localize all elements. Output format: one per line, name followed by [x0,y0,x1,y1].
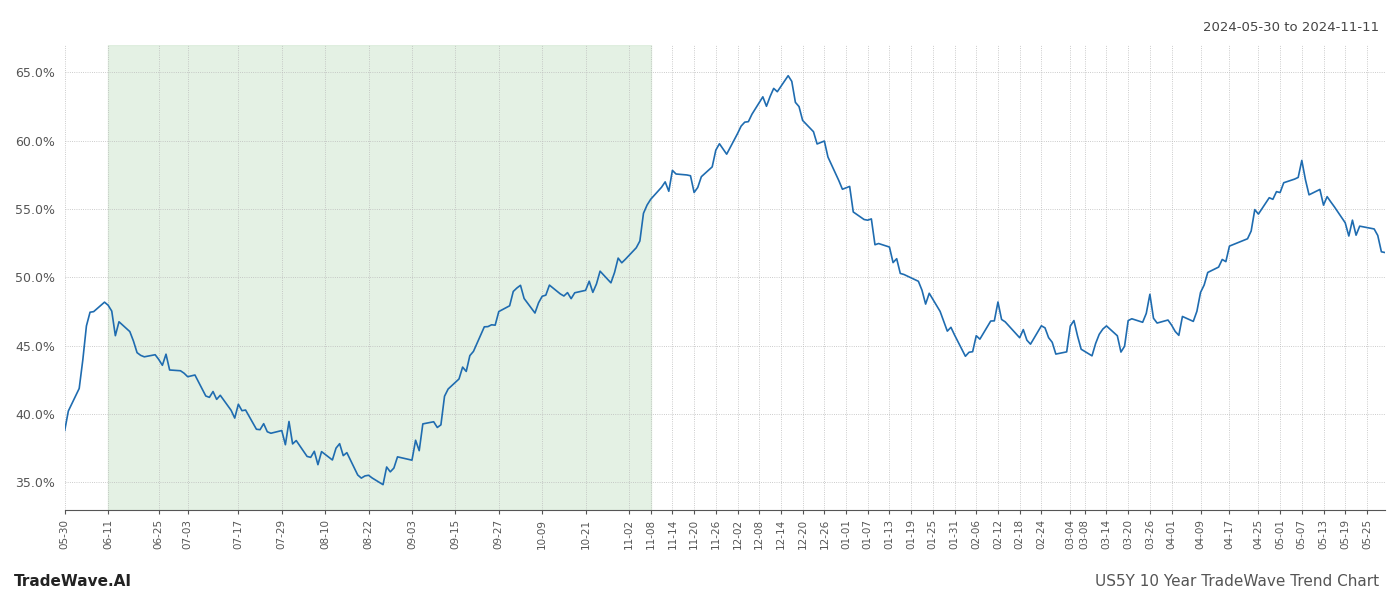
Bar [108,45,651,510]
Text: 2024-05-30 to 2024-11-11: 2024-05-30 to 2024-11-11 [1203,21,1379,34]
Text: TradeWave.AI: TradeWave.AI [14,574,132,589]
Text: US5Y 10 Year TradeWave Trend Chart: US5Y 10 Year TradeWave Trend Chart [1095,574,1379,589]
